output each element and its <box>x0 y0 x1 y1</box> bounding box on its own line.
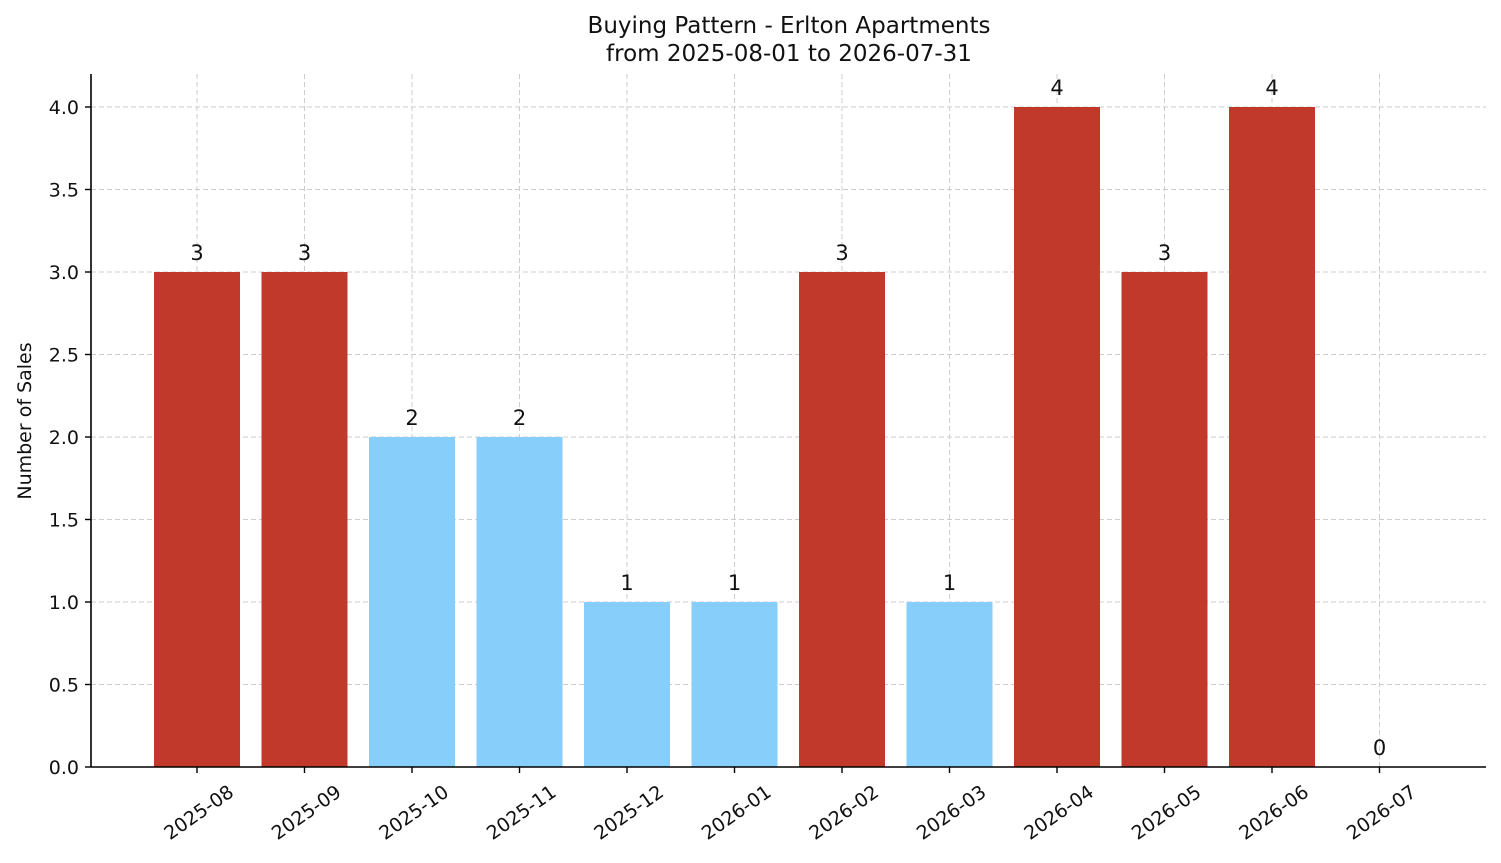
bar-2026-02 <box>799 272 885 767</box>
y-tick-label: 3.0 <box>49 262 79 284</box>
bar-2025-10 <box>369 437 455 767</box>
data-label-layer: 3 3 2 2 1 1 3 1 4 3 4 0 <box>190 76 1386 760</box>
x-tick-label-2025-09: 2025-09 <box>268 781 346 845</box>
x-tick-label-2026-05: 2026-05 <box>1128 781 1206 845</box>
data-label-2025-12: 1 <box>620 571 633 595</box>
chart-title: Buying Pattern - Erlton Apartments <box>588 13 991 39</box>
y-axis-label: Number of Sales <box>14 342 36 499</box>
y-tick-label: 3.5 <box>49 180 79 202</box>
x-tick-label-2025-11: 2025-11 <box>483 781 561 845</box>
x-tick-label-2025-10: 2025-10 <box>375 781 453 845</box>
bar-2026-01 <box>691 602 778 767</box>
x-tick-label-2026-03: 2026-03 <box>913 781 991 845</box>
y-tick-label: 2.0 <box>49 427 79 449</box>
data-label-2026-06: 4 <box>1265 76 1278 100</box>
y-tick-label: 1.0 <box>49 592 79 614</box>
data-label-2026-01: 1 <box>728 571 741 595</box>
bar-2026-04 <box>1014 107 1100 767</box>
data-label-2025-08: 3 <box>190 241 203 265</box>
x-tick-label-2026-04: 2026-04 <box>1020 781 1098 845</box>
data-label-2026-07: 0 <box>1373 736 1386 760</box>
y-tick-label: 0.5 <box>49 675 79 697</box>
bar-2026-03 <box>906 602 993 767</box>
data-label-2026-04: 4 <box>1050 76 1063 100</box>
data-label-2025-10: 2 <box>405 406 418 430</box>
x-tick-label-2026-02: 2026-02 <box>805 781 883 845</box>
x-tick-label-2026-07: 2026-07 <box>1343 781 1421 845</box>
data-label-2026-05: 3 <box>1158 241 1171 265</box>
data-label-2026-03: 1 <box>943 571 956 595</box>
bar-2025-09 <box>261 272 348 767</box>
data-label-2025-09: 3 <box>298 241 311 265</box>
bar-layer <box>154 107 1315 767</box>
x-tick-label-2026-06: 2026-06 <box>1235 781 1313 845</box>
x-tick-label-2026-01: 2026-01 <box>698 781 776 845</box>
bar-2025-11 <box>476 437 563 767</box>
x-tick-label-2025-08: 2025-08 <box>160 781 238 845</box>
chart-subtitle: from 2025-08-01 to 2026-07-31 <box>606 41 972 67</box>
bar-2026-06 <box>1229 107 1315 767</box>
bar-2025-08 <box>154 272 240 767</box>
data-label-2025-11: 2 <box>513 406 526 430</box>
y-tick-label: 2.5 <box>49 345 79 367</box>
y-tick-label: 4.0 <box>49 97 79 119</box>
data-label-2026-02: 3 <box>835 241 848 265</box>
x-tick-label-2025-12: 2025-12 <box>590 781 668 845</box>
bar-2025-12 <box>584 602 670 767</box>
y-tick-label: 1.5 <box>49 510 79 532</box>
y-tick-label: 0.0 <box>49 757 79 779</box>
bar-2026-05 <box>1121 272 1208 767</box>
